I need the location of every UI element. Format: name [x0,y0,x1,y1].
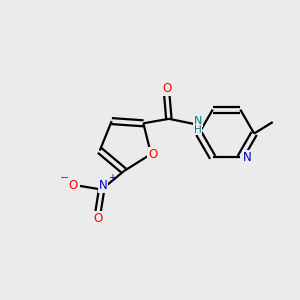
Text: H: H [194,124,202,135]
Text: O: O [148,148,157,160]
Text: +: + [108,173,116,183]
Text: O: O [162,82,171,95]
Text: N: N [99,179,107,192]
Text: −: − [60,172,70,182]
Text: N: N [194,116,202,126]
Text: O: O [93,212,103,225]
Text: O: O [69,179,78,192]
Text: N: N [242,151,251,164]
